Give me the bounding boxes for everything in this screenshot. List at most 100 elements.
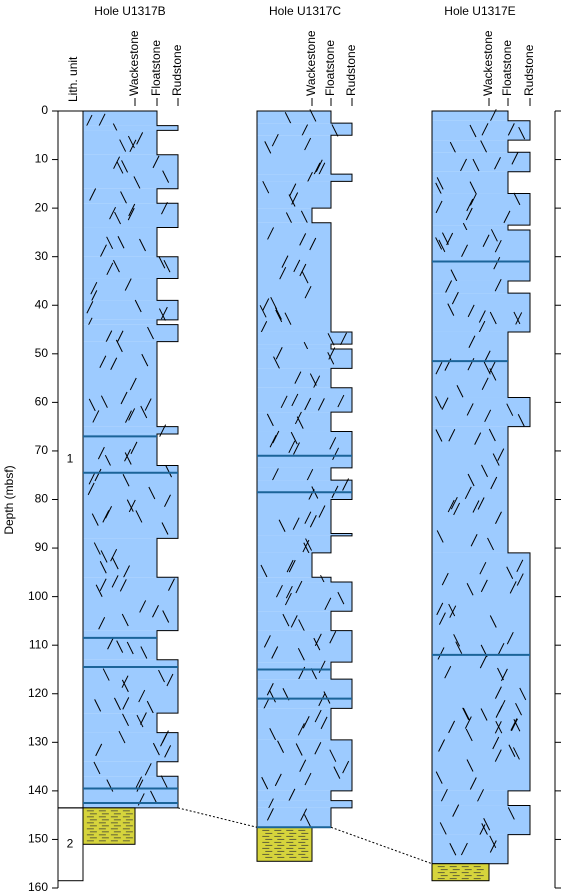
grain-dash bbox=[314, 633, 322, 647]
grain-dash bbox=[337, 591, 345, 605]
grain-dash bbox=[262, 180, 270, 194]
grain-dash bbox=[489, 840, 497, 853]
column-header: Wackestone bbox=[481, 30, 495, 96]
grain-dash bbox=[299, 233, 307, 246]
grain-dash bbox=[269, 689, 276, 703]
lithology-interval bbox=[83, 426, 178, 434]
lithology-interval bbox=[257, 111, 331, 124]
grain-dash bbox=[129, 377, 137, 391]
grain-dash bbox=[435, 396, 442, 409]
grain-dash bbox=[481, 123, 489, 136]
grain-dash bbox=[472, 500, 480, 513]
lithology-interval bbox=[83, 659, 178, 714]
lithology-interval bbox=[83, 278, 157, 301]
grain-dash bbox=[116, 330, 124, 343]
lithology-interval bbox=[432, 834, 508, 864]
lithology-interval bbox=[432, 331, 508, 398]
grain-dash bbox=[119, 579, 127, 592]
grain-dash bbox=[160, 306, 168, 320]
lithology-interval bbox=[257, 331, 352, 345]
grain-dash bbox=[452, 804, 460, 817]
lithology-interval bbox=[83, 300, 178, 320]
grain-dash bbox=[121, 160, 129, 173]
grain-dash bbox=[438, 739, 446, 752]
grain-dash bbox=[318, 505, 326, 518]
grain-dash bbox=[451, 291, 459, 305]
column-header: Floatstone bbox=[149, 40, 163, 96]
grain-dash bbox=[439, 822, 447, 835]
grain-dash bbox=[469, 193, 477, 206]
grain-dash bbox=[300, 808, 308, 821]
grain-dash bbox=[483, 362, 491, 375]
grain-dash bbox=[448, 720, 456, 734]
grain-dash bbox=[90, 281, 98, 295]
grain-dash bbox=[509, 581, 517, 594]
grain-dash bbox=[106, 262, 114, 276]
grain-dash bbox=[274, 307, 282, 320]
grain-dash bbox=[481, 464, 488, 478]
grain-dash bbox=[102, 510, 110, 523]
grain-dash bbox=[515, 312, 523, 325]
grain-dash bbox=[89, 188, 97, 201]
lithology-interval bbox=[257, 807, 331, 828]
grain-dash bbox=[140, 646, 148, 659]
lithology-interval bbox=[83, 319, 157, 325]
lithology-interval bbox=[83, 761, 157, 777]
grain-dash bbox=[285, 585, 293, 599]
lith-unit-label: 2 bbox=[67, 836, 74, 850]
grain-dash bbox=[314, 742, 322, 755]
hole-title: Hole U1317E bbox=[444, 4, 515, 18]
column-outline bbox=[431, 110, 531, 865]
tick-label: 150 bbox=[28, 832, 48, 846]
grain-dash bbox=[318, 660, 326, 674]
grain-dash bbox=[269, 728, 277, 741]
grain-dash bbox=[320, 716, 328, 730]
grain-dash bbox=[449, 843, 457, 856]
grain-dash bbox=[128, 408, 136, 421]
grain-dash bbox=[111, 556, 119, 570]
grain-dash bbox=[441, 397, 449, 410]
grain-dash bbox=[517, 414, 525, 427]
grain-dash bbox=[435, 429, 443, 442]
grain-dash bbox=[295, 743, 303, 756]
grain-dash bbox=[161, 522, 169, 535]
grain-dash bbox=[275, 309, 283, 323]
grain-dash bbox=[294, 411, 302, 425]
grain-dash bbox=[114, 697, 121, 711]
grain-dash bbox=[261, 776, 269, 790]
grain-dash bbox=[297, 648, 305, 661]
grain-dash bbox=[120, 391, 128, 405]
grain-dash bbox=[507, 123, 515, 136]
hole-title: Hole U1317B bbox=[94, 4, 165, 18]
grain-dash bbox=[309, 515, 317, 528]
lithology-interval bbox=[83, 125, 178, 131]
grain-dash bbox=[477, 789, 484, 802]
grain-dash bbox=[280, 395, 288, 409]
grain-dash bbox=[95, 743, 103, 757]
grain-dash bbox=[309, 237, 317, 251]
grain-dash bbox=[444, 665, 452, 679]
lithology-interval bbox=[83, 324, 178, 342]
correlation-line bbox=[330, 826, 433, 865]
grain-dash bbox=[121, 675, 129, 688]
grain-dash bbox=[121, 613, 129, 627]
grain-dash bbox=[447, 303, 455, 316]
lithology-interval bbox=[83, 256, 178, 279]
grain-dash bbox=[126, 499, 134, 512]
grain-dash bbox=[313, 637, 321, 651]
tick-label: 110 bbox=[29, 637, 48, 651]
grain-dash bbox=[164, 745, 172, 758]
base-unit bbox=[256, 826, 313, 862]
grain-dash bbox=[105, 330, 113, 343]
grain-dash bbox=[456, 384, 464, 398]
lithology-interval bbox=[432, 552, 530, 791]
grain-dash bbox=[271, 646, 279, 659]
grain-dash bbox=[119, 139, 127, 152]
grain-dash bbox=[123, 565, 130, 578]
grain-dash bbox=[342, 760, 350, 774]
grain-dash bbox=[437, 647, 445, 660]
grain-dash bbox=[122, 474, 130, 487]
lithology-interval bbox=[83, 111, 157, 126]
grain-dash bbox=[488, 428, 496, 442]
lithology-interval bbox=[257, 800, 352, 808]
